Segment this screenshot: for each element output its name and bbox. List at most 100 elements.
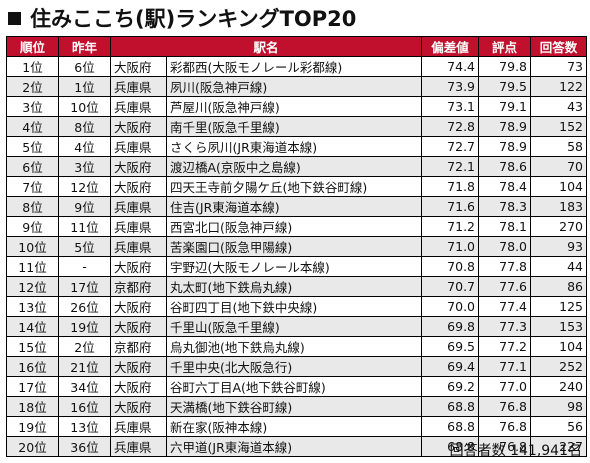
table-header-row: 順位 昨年 駅名 偏差値 評点 回答数 bbox=[6, 36, 588, 57]
page-title: 住みここち(駅)ランキングTOP20 bbox=[8, 5, 356, 31]
table-row: 7位 12位 大阪府 四天王寺前夕陽ケ丘(地下鉄谷町線) 71.8 78.4 104 bbox=[6, 176, 588, 197]
last-year-cell: 9位 bbox=[58, 196, 111, 217]
rank-cell: 2位 bbox=[6, 76, 59, 97]
last-year-cell: 3位 bbox=[58, 156, 111, 177]
deviation-cell: 68.8 bbox=[421, 416, 480, 437]
table-row: 19位 13位 兵庫県 新在家(阪神本線) 68.8 76.8 56 bbox=[6, 416, 588, 437]
score-cell: 77.3 bbox=[478, 316, 532, 337]
station-cell: さくら夙川(JR東海道本線) bbox=[165, 136, 423, 157]
responses-cell: 73 bbox=[530, 56, 588, 77]
station-cell: 彩都西(大阪モノレール彩都線) bbox=[165, 56, 423, 77]
score-cell: 78.1 bbox=[478, 216, 532, 237]
table-row: 1位 6位 大阪府 彩都西(大阪モノレール彩都線) 74.4 79.8 73 bbox=[6, 56, 588, 77]
last-year-cell: 34位 bbox=[58, 376, 111, 397]
score-cell: 78.6 bbox=[478, 156, 532, 177]
score-cell: 77.8 bbox=[478, 256, 532, 277]
rank-cell: 19位 bbox=[6, 416, 59, 437]
rank-cell: 8位 bbox=[6, 196, 59, 217]
header-score: 評点 bbox=[478, 36, 532, 57]
header-station: 駅名 bbox=[109, 36, 423, 57]
station-cell: 芦屋川(阪急神戸線) bbox=[165, 96, 423, 117]
station-cell: 谷町四丁目(地下鉄中央線) bbox=[165, 296, 423, 317]
table-row: 14位 19位 大阪府 千里山(阪急千里線) 69.8 77.3 153 bbox=[6, 316, 588, 337]
responses-cell: 122 bbox=[530, 76, 588, 97]
prefecture-cell: 京都府 bbox=[110, 336, 167, 357]
last-year-cell: 1位 bbox=[58, 76, 111, 97]
table-row: 2位 1位 兵庫県 夙川(阪急神戸線) 73.9 79.5 122 bbox=[6, 76, 588, 97]
prefecture-cell: 兵庫県 bbox=[110, 216, 167, 237]
station-cell: 住吉(JR東海道本線) bbox=[165, 196, 423, 217]
deviation-cell: 71.6 bbox=[421, 196, 480, 217]
prefecture-cell: 京都府 bbox=[110, 276, 167, 297]
score-cell: 77.1 bbox=[478, 356, 532, 377]
deviation-cell: 69.8 bbox=[421, 316, 480, 337]
table-row: 8位 9位 兵庫県 住吉(JR東海道本線) 71.6 78.3 183 bbox=[6, 196, 588, 217]
score-cell: 78.9 bbox=[478, 116, 532, 137]
responses-cell: 125 bbox=[530, 296, 588, 317]
table-row: 4位 8位 大阪府 南千里(阪急千里線) 72.8 78.9 152 bbox=[6, 116, 588, 137]
responses-cell: 240 bbox=[530, 376, 588, 397]
station-cell: 苦楽園口(阪急甲陽線) bbox=[165, 236, 423, 257]
prefecture-cell: 大阪府 bbox=[110, 356, 167, 377]
deviation-cell: 71.0 bbox=[421, 236, 480, 257]
score-cell: 77.4 bbox=[478, 296, 532, 317]
last-year-cell: 4位 bbox=[58, 136, 111, 157]
title-text: 住みここち(駅)ランキングTOP20 bbox=[30, 7, 357, 31]
score-cell: 78.4 bbox=[478, 176, 532, 197]
prefecture-cell: 兵庫県 bbox=[110, 416, 167, 437]
rank-cell: 12位 bbox=[6, 276, 59, 297]
responses-cell: 44 bbox=[530, 256, 588, 277]
prefecture-cell: 大阪府 bbox=[110, 156, 167, 177]
prefecture-cell: 大阪府 bbox=[110, 56, 167, 77]
responses-cell: 270 bbox=[530, 216, 588, 237]
station-cell: 夙川(阪急神戸線) bbox=[165, 76, 423, 97]
table-row: 17位 34位 大阪府 谷町六丁目A(地下鉄谷町線) 69.2 77.0 240 bbox=[6, 376, 588, 397]
deviation-cell: 73.9 bbox=[421, 76, 480, 97]
table-row: 20位 36位 兵庫県 六甲道(JR東海道本線) 68.8 76.8 227 bbox=[6, 436, 588, 457]
responses-cell: 252 bbox=[530, 356, 588, 377]
rank-cell: 18位 bbox=[6, 396, 59, 417]
respondent-count: 回答者数 141,941名 bbox=[449, 443, 582, 459]
score-cell: 78.9 bbox=[478, 136, 532, 157]
last-year-cell: 6位 bbox=[58, 56, 111, 77]
prefecture-cell: 大阪府 bbox=[110, 316, 167, 337]
last-year-cell: 21位 bbox=[58, 356, 111, 377]
last-year-cell: 8位 bbox=[58, 116, 111, 137]
prefecture-cell: 大阪府 bbox=[110, 116, 167, 137]
score-cell: 76.8 bbox=[478, 436, 532, 457]
rank-cell: 11位 bbox=[6, 256, 59, 277]
station-cell: 四天王寺前夕陽ケ丘(地下鉄谷町線) bbox=[165, 176, 423, 197]
table-row: 5位 4位 兵庫県 さくら夙川(JR東海道本線) 72.7 78.9 58 bbox=[6, 136, 588, 157]
deviation-cell: 68.8 bbox=[421, 436, 480, 457]
table-row: 15位 2位 京都府 烏丸御池(地下鉄烏丸線) 69.5 77.2 104 bbox=[6, 336, 588, 357]
responses-cell: 104 bbox=[530, 176, 588, 197]
rank-cell: 6位 bbox=[6, 156, 59, 177]
station-cell: 六甲道(JR東海道本線) bbox=[165, 436, 423, 457]
last-year-cell: 13位 bbox=[58, 416, 111, 437]
responses-cell: 152 bbox=[530, 116, 588, 137]
score-cell: 78.0 bbox=[478, 236, 532, 257]
rank-cell: 3位 bbox=[6, 96, 59, 117]
prefecture-cell: 兵庫県 bbox=[110, 96, 167, 117]
responses-cell: 93 bbox=[530, 236, 588, 257]
responses-cell: 43 bbox=[530, 96, 588, 117]
deviation-cell: 72.7 bbox=[421, 136, 480, 157]
header-rank: 順位 bbox=[6, 36, 59, 57]
deviation-cell: 72.1 bbox=[421, 156, 480, 177]
score-cell: 77.0 bbox=[478, 376, 532, 397]
deviation-cell: 70.0 bbox=[421, 296, 480, 317]
header-last-year: 昨年 bbox=[58, 36, 111, 57]
last-year-cell: 2位 bbox=[58, 336, 111, 357]
prefecture-cell: 大阪府 bbox=[110, 396, 167, 417]
station-cell: 丸太町(地下鉄烏丸線) bbox=[165, 276, 423, 297]
responses-cell: 183 bbox=[530, 196, 588, 217]
table-row: 9位 11位 兵庫県 西宮北口(阪急神戸線) 71.2 78.1 270 bbox=[6, 216, 588, 237]
last-year-cell: 5位 bbox=[58, 236, 111, 257]
deviation-cell: 71.2 bbox=[421, 216, 480, 237]
prefecture-cell: 兵庫県 bbox=[110, 196, 167, 217]
table-row: 3位 10位 兵庫県 芦屋川(阪急神戸線) 73.1 79.1 43 bbox=[6, 96, 588, 117]
responses-cell: 58 bbox=[530, 136, 588, 157]
rank-cell: 15位 bbox=[6, 336, 59, 357]
prefecture-cell: 大阪府 bbox=[110, 376, 167, 397]
station-cell: 渡辺橋A(京阪中之島線) bbox=[165, 156, 423, 177]
